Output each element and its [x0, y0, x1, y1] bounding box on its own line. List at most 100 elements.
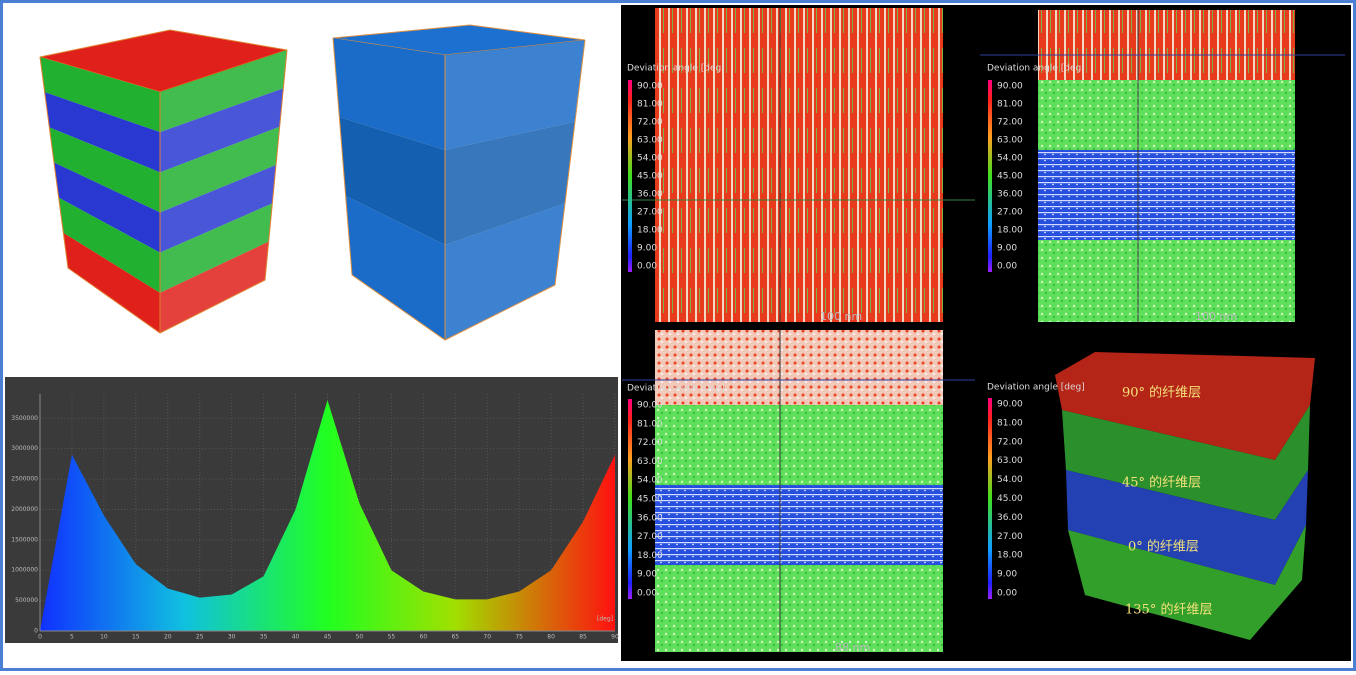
colorbar-label: 18.00 — [997, 551, 1023, 561]
colorbar-label: 90.00 — [637, 401, 663, 411]
layer — [1068, 525, 1306, 640]
layer-render — [1055, 352, 1315, 640]
colorbar-label: 81.00 — [637, 419, 663, 429]
y-tick-label: 3500000 — [11, 415, 38, 422]
box-layer — [445, 203, 565, 340]
box-layer — [160, 165, 276, 253]
colorbar-label: 54.00 — [637, 476, 663, 486]
layer — [1062, 405, 1310, 520]
layer — [1066, 470, 1308, 585]
render-panel — [39, 24, 586, 341]
layer — [1055, 352, 1315, 460]
y-tick-label: 1000000 — [11, 567, 38, 574]
colorbar-label: 9.00 — [637, 244, 657, 254]
colorbar-label: 45.00 — [637, 495, 663, 505]
slice-band — [1038, 240, 1295, 322]
colorbar-label: 63.00 — [997, 136, 1023, 146]
colorbar-label: 18.00 — [637, 551, 663, 561]
layer-label: 135° 的纤维层 — [1125, 602, 1212, 618]
colorbar-label: 36.00 — [997, 190, 1023, 200]
colorbar-label: 63.00 — [637, 136, 663, 146]
histogram: 0 5 10 15 20 25 30 35 40 45 50 55 60 65 70 75 80 85 90 0 500… — [11, 394, 619, 641]
box-layer — [445, 40, 585, 150]
x-unit: [deg] — [597, 616, 613, 623]
x-tick-label: 45 — [324, 634, 332, 641]
slice-image — [655, 8, 943, 322]
box-layer — [160, 50, 287, 133]
colorbar-label: 27.00 — [637, 532, 663, 542]
colorbar-label: 36.00 — [637, 190, 663, 200]
y-tick-label: 3000000 — [11, 445, 38, 452]
x-tick-label: 25 — [196, 634, 204, 641]
x-tick-label: 0 — [38, 634, 42, 641]
colorbar-title: Deviation angle [deg] — [627, 384, 725, 394]
box-layer — [63, 232, 161, 333]
colorbar-label: 9.00 — [997, 244, 1017, 254]
x-tick-label: 90 — [611, 634, 619, 641]
box-layer — [44, 92, 160, 173]
x-tick-label: 65 — [451, 634, 459, 641]
colorbar-label: 63.00 — [997, 456, 1023, 466]
colorbar-label: 36.00 — [997, 513, 1023, 523]
x-tick-label: 80 — [547, 634, 555, 641]
colorbar-label: 90.00 — [997, 82, 1023, 92]
x-tick-label: 50 — [356, 634, 364, 641]
colorbar-label: 81.00 — [637, 100, 663, 110]
x-tick-label: 55 — [388, 634, 396, 641]
box-layer — [339, 117, 445, 245]
colorbar-label: 27.00 — [997, 532, 1023, 542]
slice-xy — [622, 330, 975, 652]
box-layer — [445, 121, 575, 245]
slice-band — [1038, 80, 1295, 150]
labels: Deviation angle [deg] 90.00 81.00 72.00 63.0… — [627, 64, 1237, 655]
x-tick-label: 85 — [579, 634, 587, 641]
colorbar-label: 0.00 — [997, 589, 1017, 599]
colorbar-label: 9.00 — [637, 570, 657, 580]
box-layer — [160, 88, 284, 173]
x-tick-label: 15 — [132, 634, 140, 641]
colorbar — [628, 399, 632, 599]
scale-label: 100 nm — [820, 310, 862, 323]
slice-band — [1038, 150, 1295, 240]
x-tick-label: 60 — [420, 634, 428, 641]
colorbar-label: 90.00 — [637, 82, 663, 92]
x-tick-label: 75 — [515, 634, 523, 641]
colorbar-label: 72.00 — [997, 118, 1023, 128]
box-layer — [49, 127, 161, 213]
colorbar-label: 45.00 — [997, 494, 1023, 504]
colorbar-label: 81.00 — [997, 418, 1023, 428]
layer-label: 0° 的纤维层 — [1128, 539, 1199, 555]
box-layer — [160, 126, 280, 213]
box-layer — [54, 162, 160, 253]
y-tick-label: 0 — [34, 628, 38, 635]
x-tick-label: 40 — [292, 634, 300, 641]
box-layer — [160, 241, 269, 333]
colorbar-label: 18.00 — [637, 226, 663, 236]
colorbar-label: 54.00 — [997, 154, 1023, 164]
colorbar-label: 54.00 — [637, 154, 663, 164]
colorbar-title: Deviation angle [deg] — [987, 383, 1085, 393]
x-tick-label: 20 — [164, 634, 172, 641]
colorbar-label: 0.00 — [637, 262, 657, 272]
colorbar-label: 18.00 — [997, 226, 1023, 236]
colorbar-label: 27.00 — [997, 208, 1023, 218]
colorbar-title: Deviation angle [deg] — [627, 64, 725, 74]
box-layer — [345, 196, 445, 340]
scale-label: 100 nm — [1195, 310, 1237, 323]
colorbar-label: 72.00 — [997, 437, 1023, 447]
slice-band — [655, 330, 943, 405]
colorbar-label: 9.00 — [997, 570, 1017, 580]
y-tick-label: 2000000 — [11, 506, 38, 513]
x-tick-label: 30 — [228, 634, 236, 641]
slice-band — [655, 565, 943, 652]
x-tick-label: 70 — [483, 634, 491, 641]
x-tick-label: 5 — [70, 634, 74, 641]
colorbar — [988, 398, 992, 599]
box-layer — [160, 203, 273, 293]
layer-label: 45° 的纤维层 — [1122, 475, 1201, 491]
y-tick-label: 1500000 — [11, 536, 38, 543]
colorbar-label: 63.00 — [637, 457, 663, 467]
colorbar-label: 0.00 — [637, 589, 657, 599]
x-tick-label: 35 — [260, 634, 268, 641]
